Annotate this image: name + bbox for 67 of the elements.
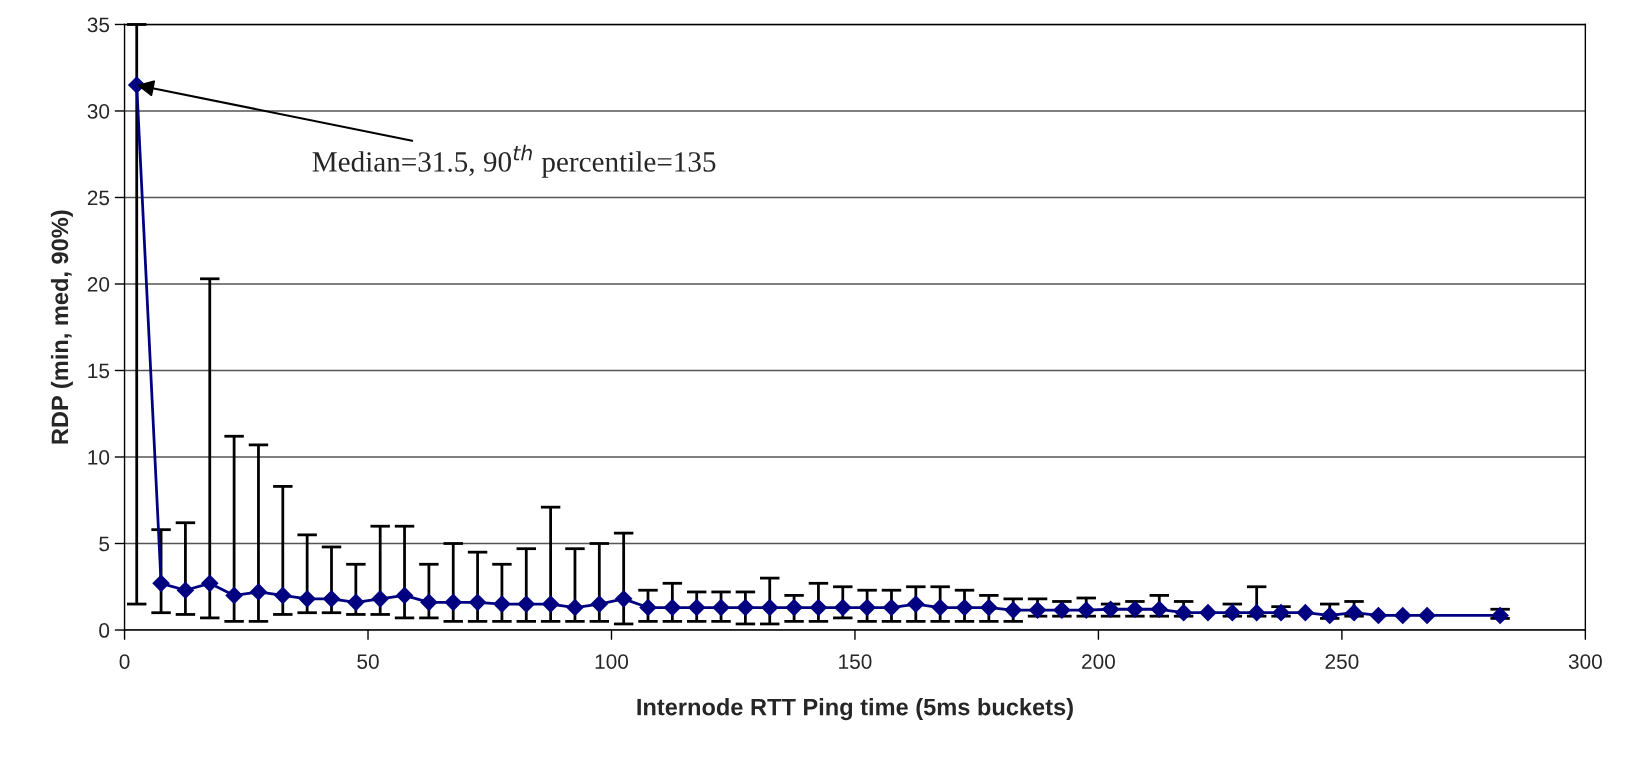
point (1320, 606, 1339, 625)
point (809, 598, 828, 617)
point (493, 595, 511, 613)
point (833, 598, 852, 617)
point (468, 593, 487, 612)
point (1174, 603, 1193, 622)
point (444, 593, 463, 612)
point (322, 590, 341, 608)
point (1077, 601, 1096, 619)
point (760, 598, 779, 617)
point (1247, 603, 1266, 622)
point (906, 595, 925, 613)
x-tick-label: 300 (1568, 654, 1602, 669)
point (517, 595, 536, 613)
y-tick-label: 10 (88, 450, 110, 465)
point (347, 593, 365, 612)
point (298, 590, 316, 608)
x-tick-label: 200 (1082, 654, 1115, 669)
point (176, 581, 195, 600)
annotation: Median=31.5, 90$^{th}$ percentile=135 (312, 144, 716, 178)
point (200, 574, 219, 593)
point (1418, 606, 1436, 625)
x-tick-label: 250 (1325, 654, 1359, 669)
point (1491, 606, 1509, 625)
y-tick-label: 0 (99, 623, 110, 638)
point (273, 586, 292, 605)
point (371, 590, 390, 608)
point (590, 595, 609, 613)
point (1393, 606, 1412, 625)
point (663, 598, 682, 617)
point (736, 598, 755, 617)
point (712, 598, 730, 617)
y-tick-label: 25 (87, 190, 110, 206)
point (1272, 603, 1290, 622)
y-tick-label: 5 (99, 536, 110, 552)
y-tick-label: 35 (87, 17, 110, 33)
x-axis-title: Internode RTT Ping time (5ms buckets) (637, 698, 1073, 721)
point (614, 590, 633, 608)
point (882, 598, 901, 617)
point (420, 593, 438, 612)
point (1199, 603, 1217, 622)
y-tick-label: 20 (87, 276, 110, 292)
point (395, 586, 414, 605)
point (687, 598, 706, 617)
point (1223, 603, 1242, 622)
point (225, 586, 243, 605)
point (249, 583, 268, 601)
y-tick-label: 15 (88, 363, 110, 379)
point (566, 598, 584, 617)
point (152, 574, 170, 593)
point (980, 598, 998, 617)
x-tick-label: 50 (357, 654, 379, 669)
y-tick-label: 30 (87, 103, 110, 119)
point (955, 598, 974, 617)
point (1369, 606, 1388, 625)
x-tick-label: 100 (595, 654, 629, 669)
point (1296, 603, 1315, 622)
point (858, 598, 876, 617)
point (785, 598, 803, 617)
x-tick-label: 0 (119, 654, 130, 669)
y-axis-title: RDP (min, med, 90%) (50, 210, 73, 444)
x-tick-label: 150 (839, 654, 872, 669)
point (1150, 600, 1169, 619)
point (931, 598, 949, 617)
point (639, 598, 657, 617)
point (541, 595, 560, 613)
point (1345, 603, 1363, 622)
